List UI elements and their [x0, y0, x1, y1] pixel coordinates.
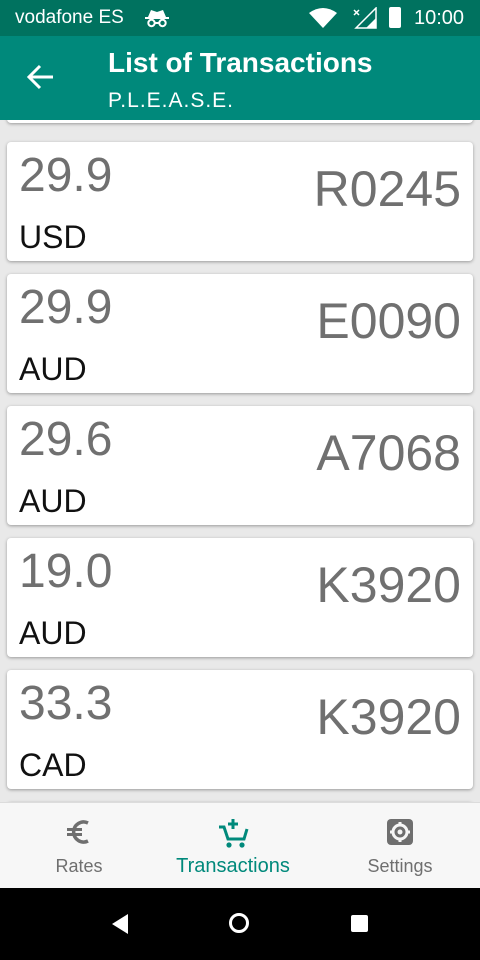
nav-transactions[interactable]: Transactions — [158, 803, 308, 889]
system-navigation-bar — [0, 888, 480, 960]
transaction-amount: 29.9 — [19, 149, 113, 202]
back-arrow-icon[interactable] — [26, 62, 56, 92]
transaction-card[interactable]: 19.0 AUD K3920 — [7, 538, 473, 657]
page-title: List of Transactions — [108, 47, 373, 78]
transaction-code: E0090 — [316, 293, 461, 349]
transaction-currency: CAD — [19, 747, 87, 783]
nav-transactions-label: Transactions — [176, 855, 290, 877]
transaction-amount: 33.3 — [19, 677, 113, 730]
nav-rates-label: Rates — [55, 856, 103, 876]
battery-icon — [389, 7, 401, 28]
incognito-icon — [144, 8, 170, 34]
status-bar: vodafone ES 10:00 — [0, 0, 480, 36]
transaction-card[interactable]: 29.9 USD R0245 — [7, 142, 473, 261]
euro-icon — [64, 817, 94, 852]
transaction-currency: AUD — [19, 483, 87, 519]
clock: 10:00 — [414, 7, 465, 29]
bottom-navigation: Rates Transactions Settings — [0, 802, 480, 889]
wifi-icon — [309, 8, 337, 34]
page-subtitle: P.L.E.A.S.E. — [108, 89, 235, 112]
cart-add-icon — [217, 817, 249, 854]
transaction-code: K3920 — [316, 689, 461, 745]
transaction-amount: 29.6 — [19, 413, 113, 466]
nav-settings[interactable]: Settings — [320, 803, 480, 889]
transaction-list[interactable]: 29.9 USD R0245 29.9 AUD E0090 29.6 AUD A… — [0, 120, 480, 802]
transaction-currency: AUD — [19, 351, 87, 387]
transaction-card[interactable]: 29.9 AUD E0090 — [7, 274, 473, 393]
system-recents-icon[interactable] — [351, 915, 368, 932]
transaction-code: K3920 — [316, 557, 461, 613]
transaction-currency: AUD — [19, 615, 87, 651]
system-back-icon[interactable] — [110, 913, 130, 940]
transaction-amount: 29.9 — [19, 281, 113, 334]
system-home-icon[interactable] — [229, 913, 249, 933]
transaction-amount: 19.0 — [19, 545, 113, 598]
transaction-card[interactable]: 33.3 CAD K3920 — [7, 670, 473, 789]
nav-settings-label: Settings — [367, 856, 433, 876]
app-bar: List of Transactions P.L.E.A.S.E. — [0, 36, 480, 120]
transaction-code: A7068 — [316, 425, 461, 481]
transaction-card[interactable]: 29.6 AUD A7068 — [7, 406, 473, 525]
carrier-name: vodafone ES — [15, 7, 124, 28]
nav-rates[interactable]: Rates — [0, 803, 158, 889]
gear-icon — [385, 817, 415, 852]
transaction-currency: USD — [19, 219, 87, 255]
partial-transaction-card[interactable] — [7, 120, 473, 123]
signal-icon — [352, 6, 378, 35]
transaction-code: R0245 — [313, 161, 461, 217]
